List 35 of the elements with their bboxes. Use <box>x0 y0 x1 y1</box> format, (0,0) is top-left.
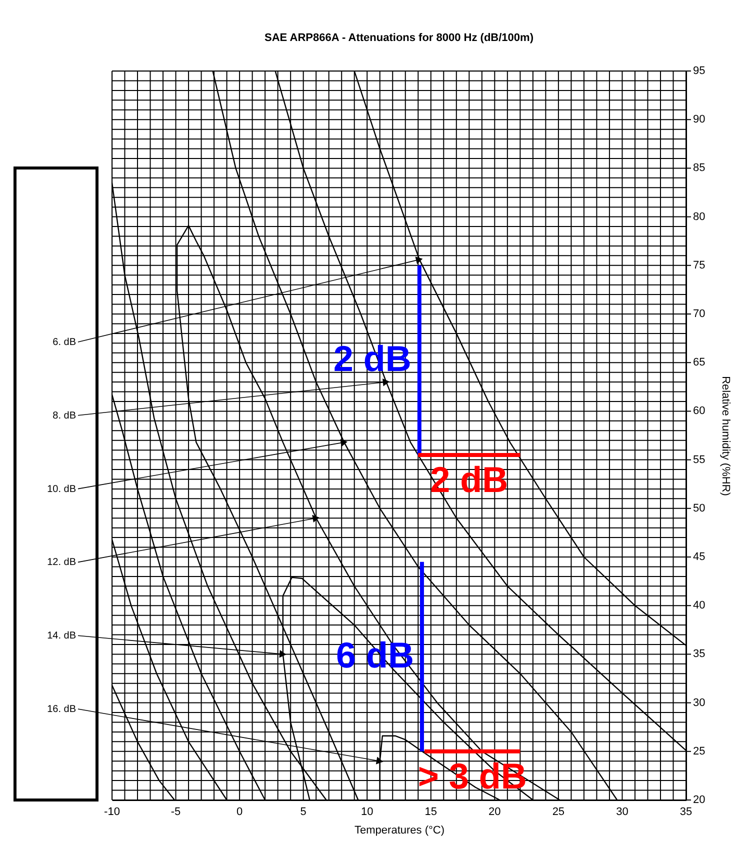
y-tick-label: 40 <box>693 600 706 612</box>
x-tick-label: 25 <box>552 806 565 818</box>
annotation: 14. dB <box>47 630 76 642</box>
annotation: 10. dB <box>47 484 76 495</box>
x-tick-label: 35 <box>680 806 692 818</box>
x-tick-label: 0 <box>236 806 243 818</box>
annotation: 16. dB <box>47 704 76 715</box>
y-tick-label: 70 <box>693 308 706 320</box>
x-tick-label: 15 <box>424 806 438 818</box>
y-tick-label: 20 <box>693 794 706 806</box>
y-tick-label: 80 <box>693 210 706 223</box>
chart-title: SAE ARP866A - Attenuations for 8000 Hz (dB/100m) <box>264 32 534 44</box>
y-tick-label: 90 <box>693 114 706 126</box>
y-tick-label: 85 <box>693 162 706 174</box>
y-tick-label: 30 <box>693 696 706 709</box>
x-tick-label: -10 <box>104 806 120 818</box>
x-tick-label: -5 <box>170 806 181 818</box>
x-tick-label: 30 <box>616 806 628 818</box>
y-tick-label: 55 <box>693 454 706 466</box>
x-tick-label: 20 <box>488 806 501 818</box>
y-tick-label: 50 <box>693 502 706 514</box>
y-tick-label: 35 <box>693 648 706 660</box>
annotation: 6. dB <box>52 337 76 348</box>
y-tick-label: 25 <box>693 745 706 758</box>
y-tick-label: 65 <box>693 356 706 369</box>
x-tick-label: 5 <box>300 806 306 818</box>
y-axis-title: Relative humidity (%HR) <box>720 376 732 496</box>
y-tick-label: 75 <box>693 259 706 272</box>
y-tick-label: 60 <box>693 405 706 418</box>
y-tick-label: 45 <box>693 551 706 563</box>
x-axis-title: Temperatures (°C) <box>354 824 444 836</box>
annotation: 8. dB <box>52 410 76 422</box>
y-tick-label: 95 <box>693 65 706 77</box>
annotation: 12. dB <box>47 557 76 568</box>
x-tick-label: 10 <box>360 806 374 818</box>
